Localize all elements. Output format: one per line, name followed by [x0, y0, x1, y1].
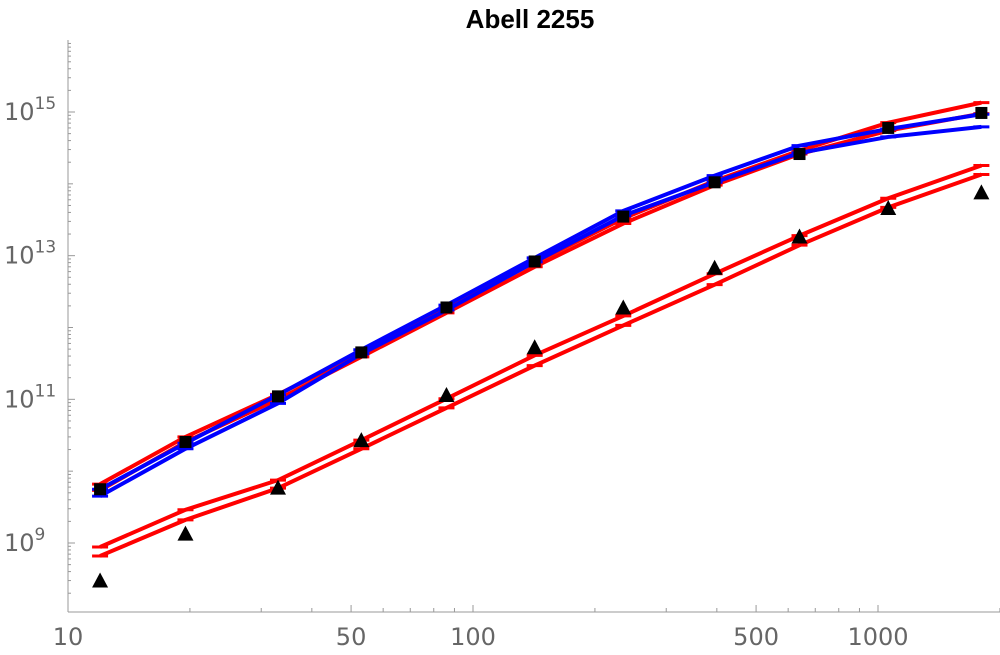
square-data-point [528, 255, 541, 268]
square-data-point [793, 148, 806, 161]
series-line [99, 111, 982, 493]
series-line [99, 124, 982, 498]
chart-marks [92, 100, 990, 588]
square-data-point [440, 301, 453, 314]
triangle-data-point [177, 525, 194, 541]
triangle-data-point [880, 200, 897, 216]
square-data-point [708, 176, 721, 189]
chart-title: Abell 2255 [465, 4, 595, 34]
series-line [99, 112, 982, 492]
square-data-point [94, 483, 107, 496]
square-data-point [355, 346, 368, 359]
square-data-point [617, 210, 630, 223]
y-tick-label: 1015 [4, 94, 56, 126]
triangle-data-point [438, 386, 455, 402]
triangle-data-point [526, 339, 543, 355]
triangle-data-point [269, 479, 286, 495]
y-tick-label: 1011 [4, 381, 56, 413]
square-data-point [179, 435, 192, 448]
axes: 10 50 100 500 1000 109 1011 1013 1015 [4, 40, 1000, 651]
triangle-data-point [791, 228, 808, 244]
triangle-data-point [353, 432, 370, 448]
triangle-data-point [973, 184, 990, 200]
x-tick-label: 1000 [847, 623, 908, 651]
triangle-data-point [706, 259, 723, 275]
x-tick-label: 100 [450, 623, 496, 651]
x-tick-label: 500 [733, 623, 779, 651]
x-tick-label: 10 [53, 623, 84, 651]
y-tick-label: 1013 [4, 238, 56, 270]
square-data-point [271, 390, 284, 403]
square-data-point [882, 121, 895, 134]
y-tick-label: 109 [4, 525, 45, 557]
square-data-point [975, 106, 988, 119]
triangle-data-point [92, 572, 109, 588]
triangle-data-point [615, 299, 632, 315]
x-tick-label: 50 [336, 623, 367, 651]
